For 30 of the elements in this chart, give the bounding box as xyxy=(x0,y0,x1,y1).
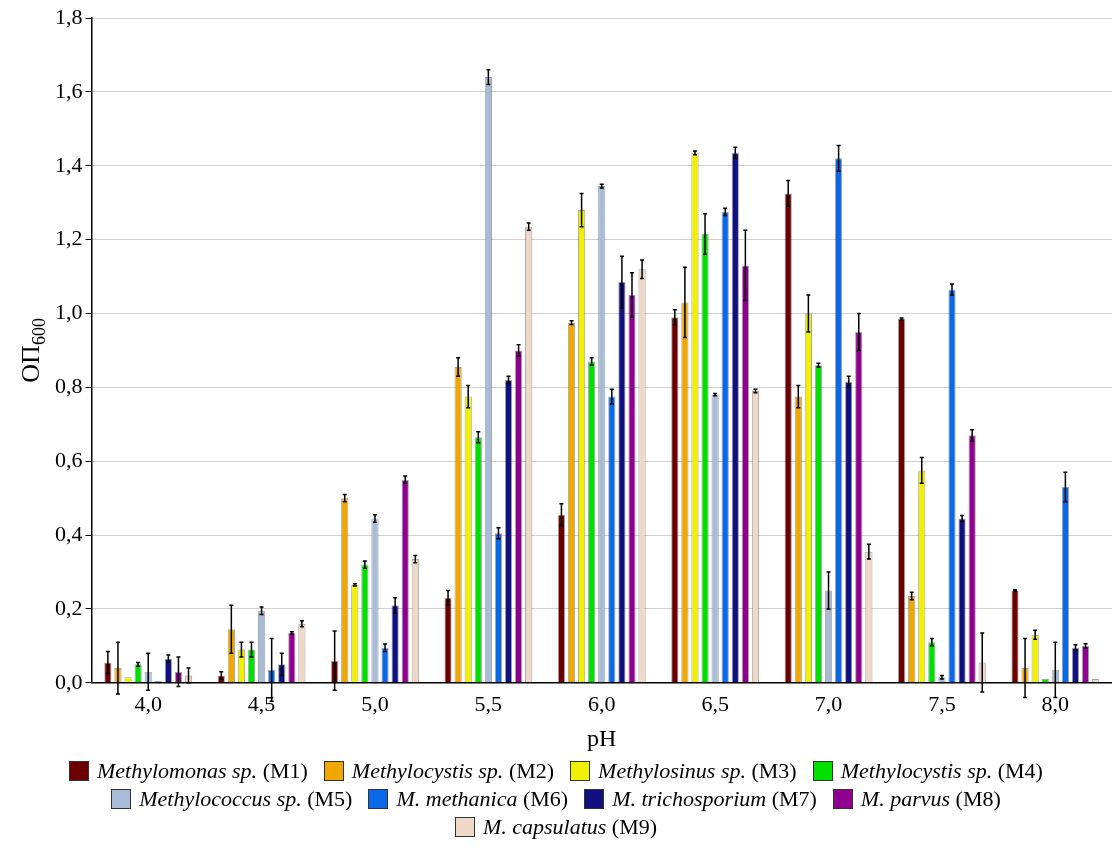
y-axis-title: ОП600 xyxy=(16,318,49,383)
x-tick-label: 6,5 xyxy=(701,690,729,716)
legend-label: Methylomonas sp. (M1) xyxy=(97,758,308,784)
y-tick-label: 0,8 xyxy=(55,373,83,399)
legend-label: M. methanica (M6) xyxy=(396,786,569,812)
x-tick-label: 8,0 xyxy=(1041,690,1070,716)
legend-label: Methylocystis sp. (M2) xyxy=(351,758,555,784)
y-tick-label: 1,8 xyxy=(55,3,83,29)
y-tick-label: 0,6 xyxy=(55,446,83,472)
legend-label: Methylococcus sp. (M5) xyxy=(139,786,353,812)
legend-label: Methylosinus sp. (M3) xyxy=(598,758,797,784)
y-tick-label: 1,2 xyxy=(55,225,83,251)
y-tick-label: 0,0 xyxy=(55,668,83,694)
legend-label: M. parvus (M8) xyxy=(860,786,1001,812)
x-tick-label: 4,5 xyxy=(247,690,276,716)
legend-label: Methylocystis sp. (M4) xyxy=(840,758,1043,784)
y-tick-label: 0,2 xyxy=(55,594,83,620)
x-tick-label: 5,0 xyxy=(361,690,389,716)
legend-label: M. trichosporium (M7) xyxy=(612,786,817,812)
x-tick-label: 5,5 xyxy=(474,690,503,716)
x-axis-title: pH xyxy=(587,724,617,751)
x-tick-label: 7,0 xyxy=(814,690,843,716)
x-tick-label: 4,0 xyxy=(134,690,162,716)
y-tick-label: 1,0 xyxy=(55,299,83,325)
legend-label: M. capsulatus (M9) xyxy=(482,814,658,840)
y-tick-label: 1,4 xyxy=(55,151,83,177)
x-tick-label: 7,5 xyxy=(928,690,956,716)
y-tick-label: 1,6 xyxy=(55,77,83,103)
x-tick-label: 6,0 xyxy=(588,690,616,716)
y-tick-label: 0,4 xyxy=(55,520,83,546)
